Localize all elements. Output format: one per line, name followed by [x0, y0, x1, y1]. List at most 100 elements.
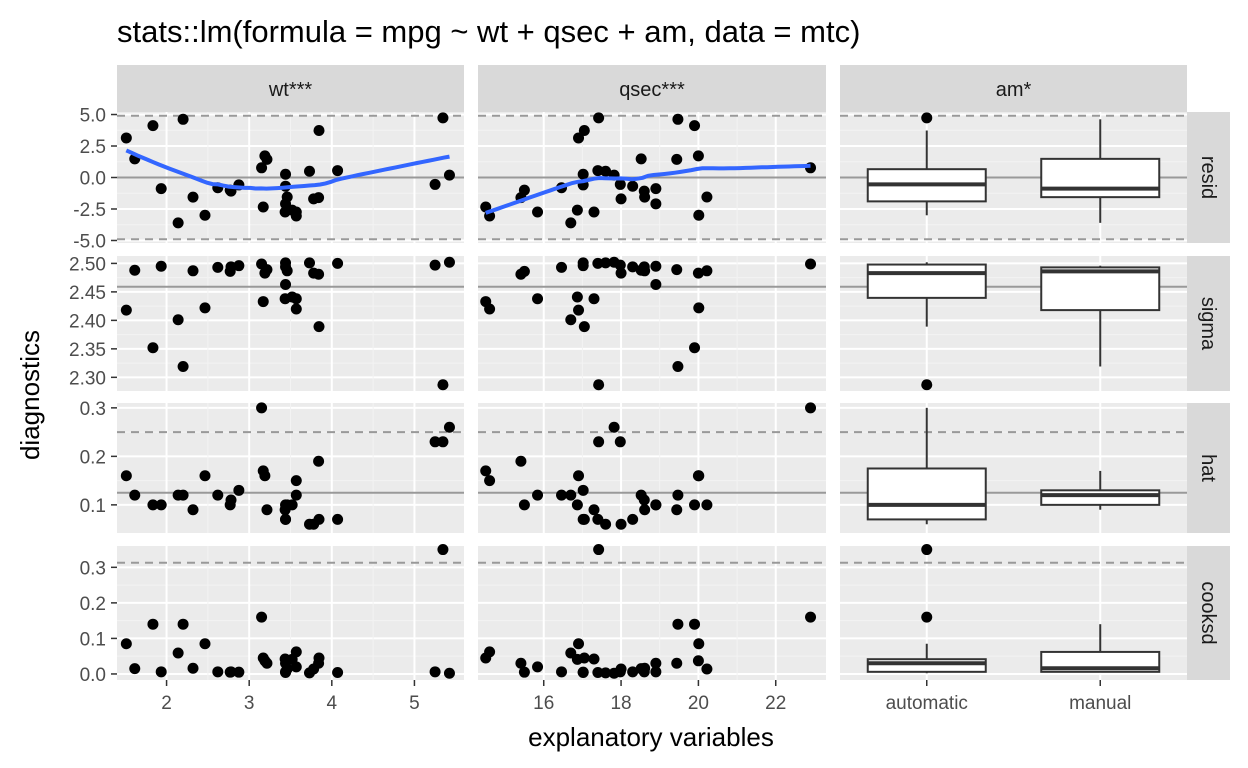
data-point	[256, 258, 268, 270]
panel-wt-resid	[117, 112, 464, 243]
panel-qsec-sigma	[478, 256, 826, 391]
data-point	[443, 256, 455, 268]
data-point	[573, 470, 585, 482]
data-point	[701, 191, 713, 203]
data-point	[588, 653, 600, 665]
data-point	[515, 657, 527, 669]
data-point	[593, 544, 605, 556]
data-point	[187, 265, 199, 277]
data-point	[556, 666, 568, 678]
data-point	[571, 291, 583, 303]
data-point	[650, 657, 662, 669]
data-point	[692, 150, 704, 162]
data-point	[627, 513, 639, 525]
data-point	[600, 518, 612, 530]
data-point	[692, 267, 704, 279]
data-point	[177, 618, 189, 630]
data-point	[147, 120, 159, 132]
strip-label-qsec: qsec***	[619, 79, 685, 101]
panel-background	[478, 403, 826, 533]
data-point	[120, 470, 132, 482]
data-point	[805, 402, 817, 414]
strip-top-am	[840, 65, 1187, 112]
data-point	[177, 361, 189, 373]
data-point	[257, 465, 269, 477]
data-point	[593, 379, 605, 391]
data-point	[518, 666, 530, 678]
data-point	[259, 150, 271, 162]
data-point	[279, 206, 291, 218]
data-point	[313, 513, 325, 525]
data-point	[480, 465, 492, 477]
data-point	[225, 666, 237, 678]
data-point	[290, 210, 302, 222]
data-point	[627, 180, 639, 192]
data-point	[593, 112, 605, 124]
data-point	[172, 314, 184, 326]
y-tick-label-resid: -2.5	[73, 200, 106, 221]
data-point	[332, 257, 344, 269]
data-point	[155, 260, 167, 272]
data-point	[532, 206, 544, 218]
data-point	[573, 638, 585, 650]
data-point	[437, 112, 449, 124]
data-point	[701, 265, 713, 277]
chart-title: stats::lm(formula = mpg ~ wt + qsec + am…	[117, 14, 860, 49]
y-tick-label-sigma: 2.50	[69, 254, 106, 275]
data-point	[532, 489, 544, 501]
data-point	[600, 257, 612, 269]
y-tick-label-resid: 0.0	[80, 169, 106, 190]
data-point	[120, 132, 132, 144]
data-point	[280, 513, 292, 525]
data-point	[565, 217, 577, 229]
data-point	[429, 436, 441, 448]
data-point	[650, 183, 662, 195]
data-point	[672, 113, 684, 125]
data-point	[429, 666, 441, 678]
data-point	[280, 278, 292, 290]
strip-label-wt: wt***	[268, 79, 313, 101]
data-point	[573, 304, 585, 316]
data-point	[429, 178, 441, 190]
data-point	[650, 666, 662, 678]
y-tick-label-cooksd: 0.1	[80, 629, 106, 650]
data-point	[671, 504, 683, 516]
y-tick-label-sigma: 2.35	[69, 340, 106, 361]
data-point	[571, 499, 583, 511]
data-point	[484, 303, 496, 315]
strip-label-hat: hat	[1197, 454, 1219, 482]
data-point	[172, 647, 184, 659]
x-tick-label-manual: manual	[1069, 693, 1131, 714]
x-tick-label-qsec: 18	[610, 693, 631, 714]
data-point	[532, 661, 544, 673]
data-point	[120, 638, 132, 650]
data-point	[225, 261, 237, 273]
x-tick-label-wt: 3	[244, 693, 255, 714]
panel-qsec-cooksd	[478, 544, 826, 680]
panel-qsec-resid	[478, 112, 826, 243]
y-axis-title: diagnostics	[15, 330, 45, 460]
data-point	[177, 113, 189, 125]
data-point	[515, 455, 527, 467]
data-point	[532, 293, 544, 305]
x-tick-label-qsec: 22	[765, 693, 786, 714]
data-point	[332, 513, 344, 525]
data-point	[233, 484, 245, 496]
strip-right-hat	[1187, 403, 1230, 533]
panel-background	[478, 546, 826, 680]
data-point	[565, 489, 577, 501]
data-point	[437, 544, 449, 556]
data-point	[593, 436, 605, 448]
data-point	[437, 379, 449, 391]
strip-top-qsec	[478, 65, 826, 112]
boxplot-automatic	[866, 544, 987, 674]
data-point	[518, 499, 530, 511]
data-point	[565, 647, 577, 659]
boxplot-manual	[1040, 119, 1161, 223]
data-point	[129, 663, 141, 675]
data-point	[805, 258, 817, 270]
data-point	[693, 209, 705, 221]
data-point	[172, 489, 184, 501]
data-point	[578, 125, 590, 137]
data-point	[225, 494, 237, 506]
